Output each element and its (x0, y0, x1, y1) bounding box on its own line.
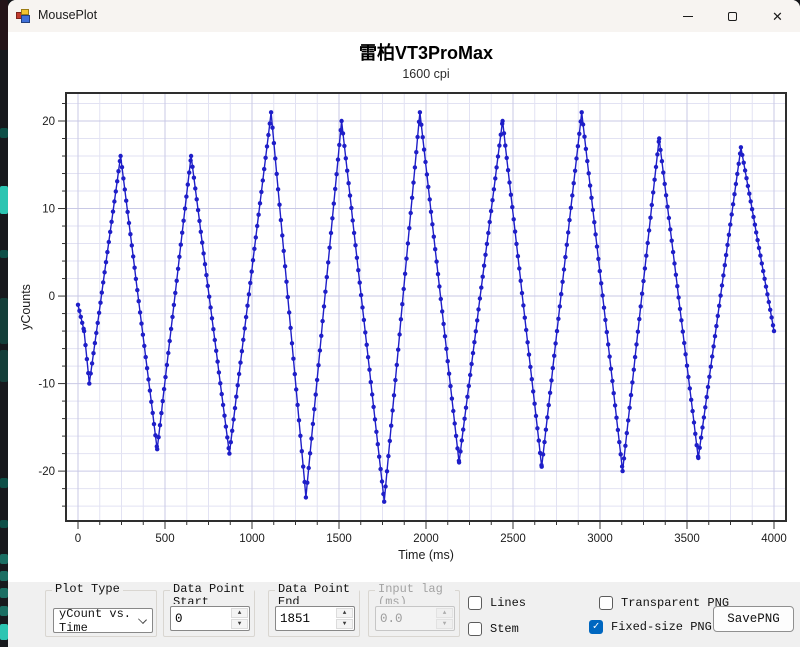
svg-text:Time (ms): Time (ms) (398, 548, 454, 562)
data-end-updown: ▲ ▼ (275, 606, 355, 631)
data-end-down-button[interactable]: ▼ (336, 619, 353, 629)
plot-type-value: yCount vs. Time (59, 606, 132, 635)
up-arrow-icon: ▲ (237, 609, 242, 616)
up-arrow-icon: ▲ (342, 609, 347, 616)
maximize-button[interactable] (710, 0, 755, 32)
svg-text:-20: -20 (38, 466, 55, 478)
svg-text:10: 10 (42, 204, 55, 216)
svg-text:20: 20 (42, 116, 55, 128)
background-app-strip (0, 0, 8, 647)
svg-text:3500: 3500 (674, 533, 700, 545)
data-start-down-button[interactable]: ▼ (231, 619, 248, 629)
app-icon (15, 8, 31, 24)
data-start-updown: ▲ ▼ (170, 606, 250, 631)
data-start-up-button[interactable]: ▲ (231, 608, 248, 618)
up-arrow-icon: ▲ (442, 609, 447, 616)
input-lag-input (376, 607, 434, 630)
groupbox-data-start: Data Point Start ▲ ▼ (163, 583, 255, 637)
plot-canvas: 0 500 1000 1500 2000 2500 3000 3500 4000 -20 -10 0 1… (19, 92, 787, 562)
groupbox-input-lag: Input lag (ms) ▲ ▼ (368, 583, 460, 637)
data-end-up-button[interactable]: ▲ (336, 608, 353, 618)
plot-picturebox: 雷柏VT3ProMax 1600 cpi 0 500 1000 1500 2000 250… (8, 32, 800, 582)
chart-title: 雷柏VT3ProMax (358, 43, 494, 63)
mouseplot-window: MousePlot ✕ 雷柏VT3ProMax 1600 cpi 0 500 100… (8, 0, 800, 647)
groupbox-plot-type: Plot Type yCount vs. Time (45, 583, 157, 637)
input-lag-updown: ▲ ▼ (375, 606, 455, 631)
svg-text:3000: 3000 (587, 533, 613, 545)
lines-label: Lines (490, 596, 527, 610)
plot-type-label: Plot Type (52, 583, 123, 596)
window-title: MousePlot (38, 8, 98, 22)
minimize-button[interactable] (665, 0, 710, 32)
checkbox-fixed-png[interactable]: ✓ Fixed-size PNG (589, 620, 712, 634)
svg-text:1000: 1000 (239, 533, 265, 545)
data-end-label: Data Point End (275, 583, 359, 604)
data-start-input[interactable] (171, 607, 229, 630)
checkbox-transparent-png[interactable]: ✓ Transparent PNG (599, 596, 729, 610)
checkbox-stem[interactable]: ✓ Stem (468, 622, 519, 636)
stem-label: Stem (490, 622, 519, 636)
input-lag-up-button: ▲ (436, 608, 453, 618)
maximize-icon (728, 11, 737, 21)
down-arrow-icon: ▼ (442, 620, 447, 627)
stem-checkbox[interactable]: ✓ (468, 622, 482, 636)
svg-text:1500: 1500 (326, 533, 352, 545)
minimize-icon (682, 15, 693, 17)
fixed-png-checkbox[interactable]: ✓ (589, 620, 603, 634)
close-button[interactable]: ✕ (755, 0, 800, 32)
down-arrow-icon: ▼ (342, 620, 347, 627)
fixed-png-label: Fixed-size PNG (611, 620, 712, 634)
svg-text:500: 500 (155, 533, 174, 545)
svg-text:-10: -10 (38, 379, 55, 391)
control-bar: Plot Type yCount vs. Time Data Point Sta… (8, 582, 800, 647)
lines-checkbox[interactable]: ✓ (468, 596, 482, 610)
checkbox-lines[interactable]: ✓ Lines (468, 596, 526, 610)
svg-text:0: 0 (49, 291, 55, 303)
plot-type-dropdown[interactable]: yCount vs. Time (53, 606, 153, 635)
svg-text:0: 0 (75, 533, 81, 545)
svg-text:2000: 2000 (413, 533, 439, 545)
down-arrow-icon: ▼ (237, 620, 242, 627)
titlebar: MousePlot ✕ (8, 0, 800, 32)
svg-text:2500: 2500 (500, 533, 526, 545)
svg-text:yCounts: yCounts (19, 284, 33, 330)
svg-text:4000: 4000 (761, 533, 787, 545)
input-lag-down-button: ▼ (436, 619, 453, 629)
input-lag-label: Input lag (ms) (375, 583, 455, 604)
check-icon: ✓ (592, 620, 600, 633)
chart-subtitle: 1600 cpi (402, 67, 450, 81)
close-icon: ✕ (772, 8, 783, 24)
save-png-button[interactable]: SavePNG (713, 606, 794, 632)
transparent-png-checkbox[interactable]: ✓ (599, 596, 613, 610)
transparent-png-label: Transparent PNG (621, 596, 730, 610)
groupbox-data-end: Data Point End ▲ ▼ (268, 583, 360, 637)
data-start-label: Data Point Start (170, 583, 254, 604)
data-end-input[interactable] (276, 607, 334, 630)
